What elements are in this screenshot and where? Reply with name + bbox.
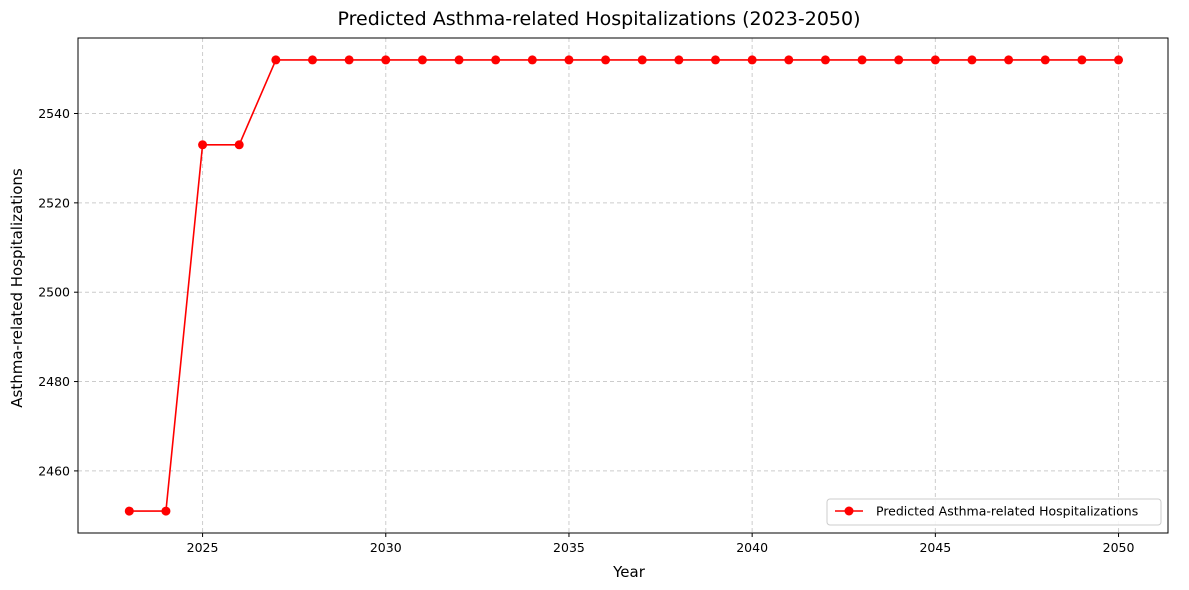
data-point: [417, 55, 427, 65]
data-point: [637, 55, 647, 65]
y-axis-ticks: 2460 2480 2500 2520 2540: [38, 106, 78, 478]
data-point: [527, 55, 537, 65]
grid-lines: [78, 38, 1168, 533]
y-tick-label: 2540: [38, 106, 70, 121]
x-tick-label: 2050: [1103, 540, 1135, 555]
legend-frame: [826, 498, 1162, 526]
y-tick-label: 2500: [38, 285, 70, 300]
x-tick-label: 2040: [736, 540, 768, 555]
y-tick-label: 2460: [38, 463, 70, 478]
data-point: [711, 55, 721, 65]
data-point: [491, 55, 501, 65]
data-point: [967, 55, 977, 65]
data-point: [564, 55, 574, 65]
x-tick-label: 2030: [370, 540, 402, 555]
x-tick-label: 2025: [187, 540, 219, 555]
x-axis-ticks: 2025 2030 2035 2040 2045 2050: [187, 533, 1135, 555]
data-point: [674, 55, 684, 65]
data-point: [454, 55, 464, 65]
y-axis-label: Asthma-related Hospitalizations: [8, 168, 26, 408]
data-point: [307, 55, 317, 65]
y-tick-label: 2480: [38, 374, 70, 389]
data-point: [198, 140, 208, 150]
data-point: [1004, 55, 1014, 65]
data-point: [601, 55, 611, 65]
legend: Predicted Asthma-related Hospitalization…: [826, 498, 1162, 526]
chart-title: Predicted Asthma-related Hospitalization…: [337, 8, 860, 30]
data-point: [747, 55, 757, 65]
data-point: [930, 55, 940, 65]
series-line: [129, 59, 1119, 512]
data-point: [234, 140, 244, 150]
data-point: [124, 506, 134, 516]
series-layer: [124, 55, 1124, 516]
data-point: [1114, 55, 1124, 65]
x-tick-label: 2045: [919, 540, 951, 555]
legend-marker-swatch: [844, 506, 854, 516]
plot-area-frame: [77, 37, 1169, 534]
data-point: [161, 506, 171, 516]
x-tick-label: 2035: [553, 540, 585, 555]
data-point: [271, 55, 281, 65]
data-point: [820, 55, 830, 65]
data-point: [381, 55, 391, 65]
data-point: [1077, 55, 1087, 65]
data-point: [894, 55, 904, 65]
legend-label: Predicted Asthma-related Hospitalization…: [876, 504, 1138, 519]
data-point: [784, 55, 794, 65]
x-axis-label: Year: [612, 563, 646, 581]
y-tick-label: 2520: [38, 195, 70, 210]
data-point: [344, 55, 354, 65]
data-point: [857, 55, 867, 65]
data-point: [1040, 55, 1050, 65]
